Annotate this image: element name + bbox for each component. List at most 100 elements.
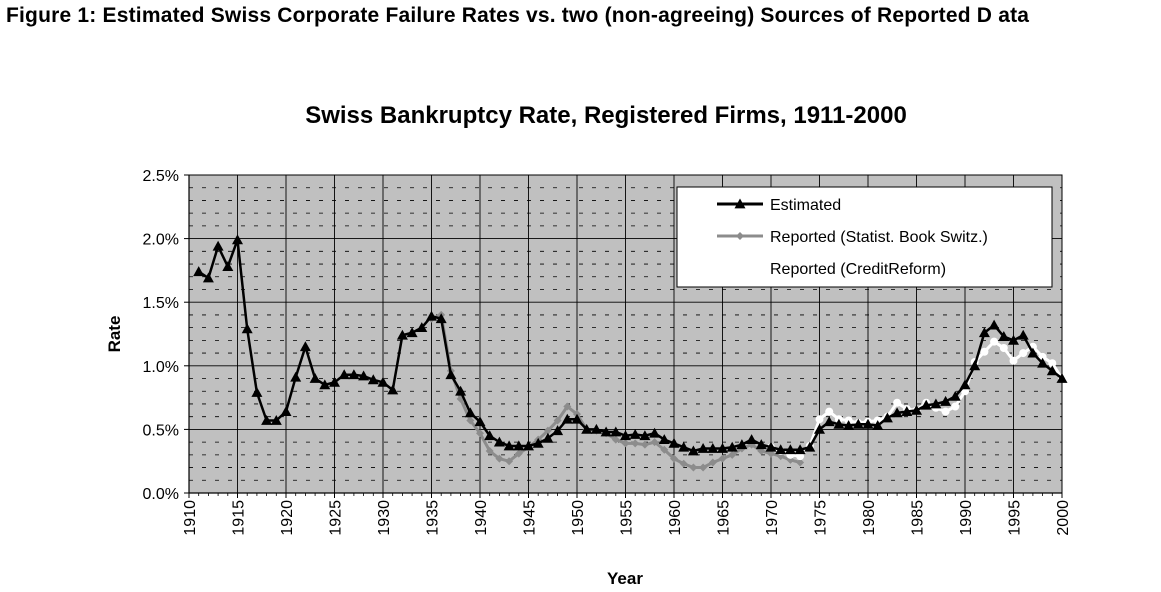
data-point: [1056, 373, 1068, 383]
x-tick-label: 1960: [667, 500, 684, 536]
data-point: [542, 432, 554, 443]
data-point: [600, 426, 612, 437]
data-point: [649, 427, 661, 438]
data-point: [678, 441, 690, 452]
data-point: [251, 387, 263, 397]
data-point: [261, 414, 273, 425]
data-point: [930, 398, 942, 409]
data-point: [629, 428, 641, 439]
data-point: [920, 399, 932, 410]
data-point: [689, 463, 698, 472]
data-point: [435, 313, 447, 324]
legend: Estimated Reported (Statist. Book Switz.)…: [676, 186, 1053, 288]
data-point: [794, 444, 806, 455]
legend-label: Estimated: [770, 197, 841, 214]
data-point: [784, 444, 796, 455]
data-point: [825, 407, 834, 416]
data-point: [620, 430, 631, 441]
x-tick-label: 1935: [425, 500, 442, 536]
data-point: [329, 376, 340, 387]
data-point: [728, 450, 737, 459]
data-point: [290, 371, 302, 382]
data-point: [765, 441, 777, 452]
data-point: [514, 449, 523, 458]
data-point: [697, 442, 709, 453]
data-point: [1037, 357, 1049, 368]
data-point: [563, 402, 572, 411]
data-point: [726, 441, 738, 452]
data-point: [901, 406, 913, 416]
data-point: [949, 390, 961, 401]
data-point: [978, 327, 990, 338]
y-axis-ticks: 0.0% 0.5% 1.0% 1.5% 2.0% 2.5%: [143, 168, 189, 503]
data-point: [707, 442, 719, 453]
x-tick-label: 1950: [570, 500, 587, 536]
data-point: [581, 423, 593, 434]
data-point: [387, 384, 399, 395]
data-point: [852, 418, 864, 429]
data-point: [775, 444, 787, 455]
data-point: [571, 413, 583, 424]
series-layer: [193, 234, 1068, 472]
data-point: [718, 454, 727, 463]
data-point: [426, 310, 437, 321]
data-point: [650, 438, 659, 447]
x-tick-label: 1990: [958, 500, 975, 536]
data-point: [348, 369, 360, 380]
data-point: [319, 379, 331, 390]
data-point: [561, 413, 573, 424]
data-point: [843, 420, 855, 430]
data-point: [611, 435, 620, 444]
data-point: [631, 439, 640, 448]
data-point: [416, 322, 428, 333]
data-point: [959, 379, 971, 390]
data-point: [717, 442, 728, 453]
data-point: [513, 440, 525, 451]
data-point: [833, 418, 845, 429]
data-point: [193, 266, 205, 277]
y-tick-label: 2.0%: [143, 232, 179, 249]
data-point: [309, 373, 321, 383]
x-tick-label: 1920: [279, 500, 296, 536]
data-point: [1027, 347, 1039, 358]
data-point: [881, 412, 893, 423]
data-point: [474, 416, 486, 427]
data-point: [988, 319, 1000, 330]
x-tick-label: 1930: [376, 500, 393, 536]
data-point: [670, 454, 678, 463]
y-tick-label: 0.5%: [143, 422, 179, 439]
data-point: [736, 439, 748, 450]
data-point: [699, 463, 708, 472]
data-point: [377, 376, 389, 387]
data-point: [466, 416, 475, 425]
y-tick-label: 1.5%: [143, 295, 179, 312]
data-point: [823, 416, 835, 427]
data-point: [1009, 356, 1018, 365]
data-point: [658, 434, 670, 444]
data-point: [639, 430, 651, 441]
data-point: [893, 398, 902, 407]
data-point: [640, 440, 649, 449]
x-tick-label: 1915: [231, 500, 248, 536]
data-point: [270, 414, 282, 425]
figure-caption: Figure 1: Estimated Swiss Corporate Fail…: [6, 4, 1030, 27]
data-point: [503, 440, 515, 451]
data-point: [590, 423, 602, 434]
series-0: [193, 234, 1068, 456]
x-axis-ticks: 1910 1915 1920 1925 1930 1935 1940 1945 1950 1955…: [182, 493, 1072, 536]
data-point: [911, 404, 922, 415]
data-point: [1017, 329, 1029, 340]
data-point: [280, 406, 292, 416]
chart-title: Swiss Bankruptcy Rate, Registered Firms,…: [305, 102, 907, 129]
data-point: [951, 402, 960, 411]
data-point: [495, 454, 504, 463]
data-point: [668, 437, 680, 448]
data-point: [980, 347, 989, 356]
x-tick-label: 1995: [1007, 500, 1024, 536]
data-point: [815, 415, 824, 424]
data-point: [708, 458, 717, 467]
grid-lines: [189, 175, 1062, 493]
data-point: [358, 370, 370, 381]
legend-label: Reported (Statist. Book Switz.): [770, 229, 988, 246]
